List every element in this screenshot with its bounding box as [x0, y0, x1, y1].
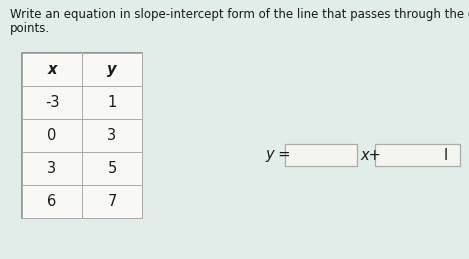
Text: y =: y = [265, 147, 290, 162]
Text: 5: 5 [107, 161, 117, 176]
Text: 7: 7 [107, 194, 117, 209]
Bar [22, 53, 82, 86]
Bar [82, 185, 142, 218]
Text: y: y [107, 62, 117, 77]
Text: x: x [47, 62, 57, 77]
Bar [82, 86, 142, 119]
Text: -3: -3 [45, 95, 59, 110]
Text: 0: 0 [47, 128, 57, 143]
Bar [82, 53, 142, 86]
Bar [22, 86, 82, 119]
Text: 3: 3 [107, 128, 117, 143]
Bar [82, 152, 142, 185]
Bar [22, 152, 82, 185]
Bar [82, 119, 142, 152]
Text: I: I [444, 147, 448, 162]
Text: x+: x+ [360, 147, 381, 162]
Text: 6: 6 [47, 194, 57, 209]
Bar [22, 53, 142, 218]
Text: 1: 1 [107, 95, 117, 110]
Text: points.: points. [10, 22, 50, 35]
Bar [22, 185, 82, 218]
Text: 3: 3 [47, 161, 57, 176]
Bar [285, 144, 357, 166]
Text: Write an equation in slope-intercept form of the line that passes through the gi: Write an equation in slope-intercept for… [10, 8, 469, 21]
Bar [22, 119, 82, 152]
Bar [375, 144, 460, 166]
